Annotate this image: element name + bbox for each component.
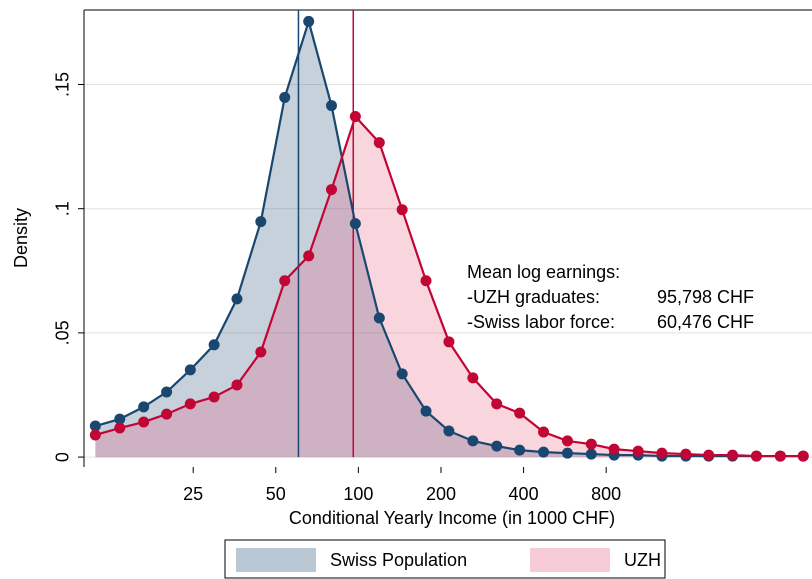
point xyxy=(89,420,101,432)
point xyxy=(231,379,243,391)
point xyxy=(467,435,479,447)
point xyxy=(303,250,315,262)
x-tick-label: 50 xyxy=(266,484,286,504)
point xyxy=(138,401,150,413)
point xyxy=(349,218,361,230)
point xyxy=(303,15,315,27)
point xyxy=(138,416,150,428)
y-tick-label: .1 xyxy=(53,201,73,216)
point xyxy=(161,386,173,398)
legend xyxy=(224,539,666,579)
point xyxy=(656,447,668,459)
legend-swatch xyxy=(530,548,610,572)
point xyxy=(467,372,479,384)
point xyxy=(538,446,550,458)
point xyxy=(561,447,573,459)
point xyxy=(632,445,644,457)
legend-label: Swiss Population xyxy=(330,550,467,570)
point xyxy=(420,405,432,417)
x-tick-label: 100 xyxy=(343,484,373,504)
point xyxy=(491,398,503,410)
point xyxy=(255,346,267,358)
legend-swatch xyxy=(236,548,316,572)
point xyxy=(373,137,385,149)
point xyxy=(114,422,126,434)
point xyxy=(89,429,101,441)
point xyxy=(396,204,408,216)
point xyxy=(443,336,455,348)
x-tick-label: 800 xyxy=(591,484,621,504)
point xyxy=(396,368,408,380)
legend-label: UZH xyxy=(624,550,661,570)
point xyxy=(727,449,739,461)
point xyxy=(514,444,526,456)
annotation-title: Mean log earnings: xyxy=(467,262,620,282)
annotation-value: 60,476 CHF xyxy=(657,312,754,332)
point xyxy=(184,364,196,376)
point xyxy=(114,413,126,425)
y-tick-label: .05 xyxy=(53,320,73,345)
point xyxy=(774,450,786,462)
annotation-label: -UZH graduates: xyxy=(467,287,600,307)
point xyxy=(680,448,692,460)
point xyxy=(279,91,291,103)
point xyxy=(608,443,620,455)
x-tick-label: 200 xyxy=(426,484,456,504)
y-axis-title: Density xyxy=(11,208,31,268)
annotation-label: -Swiss labor force: xyxy=(467,312,615,332)
y-tick-label: 0 xyxy=(53,452,73,462)
point xyxy=(797,450,809,462)
point xyxy=(208,339,220,351)
y-tick-label: .15 xyxy=(53,72,73,97)
point xyxy=(491,440,503,452)
point xyxy=(443,425,455,437)
point xyxy=(255,216,267,228)
x-tick-label: 25 xyxy=(183,484,203,504)
point xyxy=(349,111,361,123)
point xyxy=(585,438,597,450)
point xyxy=(585,448,597,460)
annotation-value: 95,798 CHF xyxy=(657,287,754,307)
point xyxy=(279,275,291,287)
point xyxy=(161,408,173,420)
point xyxy=(703,449,715,461)
point xyxy=(538,426,550,438)
point xyxy=(420,275,432,287)
point xyxy=(208,391,220,403)
point xyxy=(325,184,337,196)
x-tick-label: 400 xyxy=(509,484,539,504)
x-axis-title: Conditional Yearly Income (in 1000 CHF) xyxy=(289,508,615,528)
point xyxy=(373,312,385,324)
point xyxy=(325,100,337,112)
point xyxy=(561,435,573,447)
point xyxy=(750,450,762,462)
area xyxy=(95,116,804,458)
point xyxy=(184,398,196,410)
point xyxy=(231,293,243,305)
point xyxy=(514,407,526,419)
area xyxy=(95,21,804,458)
